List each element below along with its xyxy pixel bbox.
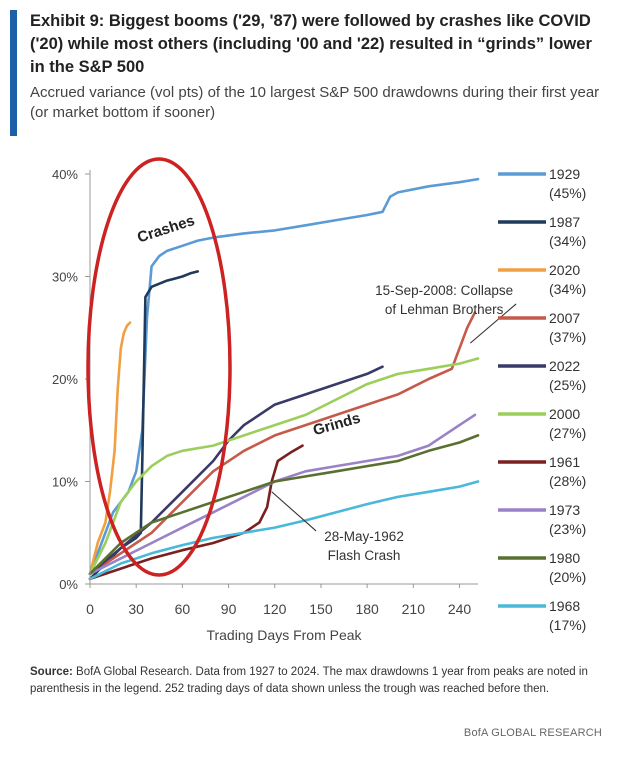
- x-axis-title: Trading Days From Peak: [206, 627, 362, 643]
- legend-note: (25%): [549, 377, 586, 393]
- annotation-lehman-line: of Lehman Brothers: [385, 302, 504, 317]
- legend-item-2022: 2022 (25%): [498, 358, 586, 393]
- legend-label: 2020: [549, 262, 580, 278]
- source-text: BofA Global Research. Data from 1927 to …: [30, 666, 588, 695]
- legend-label: 1968: [549, 598, 580, 614]
- y-tick-label: 20%: [52, 372, 78, 387]
- x-tick-label: 210: [402, 601, 426, 617]
- legend-label: 1929: [549, 166, 580, 182]
- series-line-1980: [88, 434, 480, 576]
- legend-label: 1987: [549, 214, 580, 230]
- legend-item-2007: 2007 (37%): [498, 310, 586, 345]
- annotation-flash-line: Flash Crash: [328, 548, 401, 563]
- legend-label: 2000: [549, 406, 580, 422]
- legend-item-1973: 1973 (23%): [498, 502, 586, 537]
- legend-label: 1973: [549, 502, 580, 518]
- x-tick-label: 90: [221, 601, 237, 617]
- annotation-lehman: 15-Sep-2008: Collapse of Lehman Brothers: [375, 283, 517, 344]
- x-tick-label: 240: [448, 601, 472, 617]
- source-label: Source:: [30, 666, 73, 678]
- legend-note: (34%): [549, 233, 586, 249]
- legend-item-1968: 1968 (17%): [498, 598, 586, 633]
- series-line-2020: [88, 321, 132, 576]
- header: Exhibit 9: Biggest booms ('29, '87) were…: [30, 10, 610, 123]
- x-tick-label: 0: [86, 601, 94, 617]
- legend-item-1961: 1961 (28%): [498, 454, 586, 489]
- annotation-lehman-line: 15-Sep-2008: Collapse: [375, 283, 513, 298]
- legend-note: (27%): [549, 425, 586, 441]
- crashes-circle: [86, 157, 232, 577]
- legend-label: 2007: [549, 310, 580, 326]
- annotation-lehman-leader: [469, 303, 517, 344]
- legend-label: 2022: [549, 358, 580, 374]
- legend-note: (23%): [549, 521, 586, 537]
- x-tick-label: 120: [263, 601, 287, 617]
- series-line-1973: [88, 413, 477, 576]
- page-subtitle: Accrued variance (vol pts) of the 10 lar…: [30, 84, 600, 121]
- legend-label: 1961: [549, 454, 580, 470]
- legend-item-1980: 1980 (20%): [498, 550, 586, 585]
- source-note: Source: BofA Global Research. Data from …: [30, 664, 600, 698]
- legend-note: (28%): [549, 473, 586, 489]
- legend-note: (45%): [549, 185, 586, 201]
- legend-note: (34%): [549, 281, 586, 297]
- x-tick-label: 60: [175, 601, 191, 617]
- line-chart: 0% 10% 20% 30% 40% 0 30 60 90 120 150 180 210 240 Trad…: [52, 157, 586, 643]
- axis-layer: 0% 10% 20% 30% 40% 0 30 60 90 120 150 180 210 240 Trad…: [52, 167, 478, 643]
- legend-item-1987: 1987 (34%): [498, 214, 586, 249]
- x-tick-label: 150: [309, 601, 333, 617]
- series-line-1961: [88, 444, 304, 581]
- y-tick-label: 10%: [52, 475, 78, 490]
- series-line-1968: [88, 480, 480, 581]
- y-tick-label: 40%: [52, 167, 78, 182]
- x-tick-label: 180: [355, 601, 379, 617]
- legend-note: (17%): [549, 617, 586, 633]
- brand-logo-text: BofA GLOBAL RESEARCH: [463, 727, 602, 739]
- annotation-flash-line: 28-May-1962: [324, 529, 404, 544]
- accent-bar: [10, 10, 17, 136]
- legend-item-2020: 2020 (34%): [498, 262, 586, 297]
- y-tick-label: 0%: [59, 577, 78, 592]
- legend-note: (37%): [549, 329, 586, 345]
- legend-note: (20%): [549, 569, 586, 585]
- x-tick-label: 30: [128, 601, 144, 617]
- legend-item-1929: 1929 (45%): [498, 166, 586, 201]
- annotation-flash-leader: [271, 491, 317, 532]
- y-tick-label: 30%: [52, 270, 78, 285]
- series-line-2000: [88, 357, 480, 576]
- legend-label: 1980: [549, 550, 580, 566]
- annotation-crashes: Crashes: [135, 212, 197, 246]
- page-title: Exhibit 9: Biggest booms ('29, '87) were…: [30, 12, 592, 76]
- series-line-2007: [88, 311, 477, 576]
- legend: 1929 (45%) 1987 (34%) 2020 (34%) 2007 (37%) 2022…: [498, 166, 586, 633]
- legend-item-2000: 2000 (27%): [498, 406, 586, 441]
- annotation-flash: 28-May-1962 Flash Crash: [271, 491, 404, 563]
